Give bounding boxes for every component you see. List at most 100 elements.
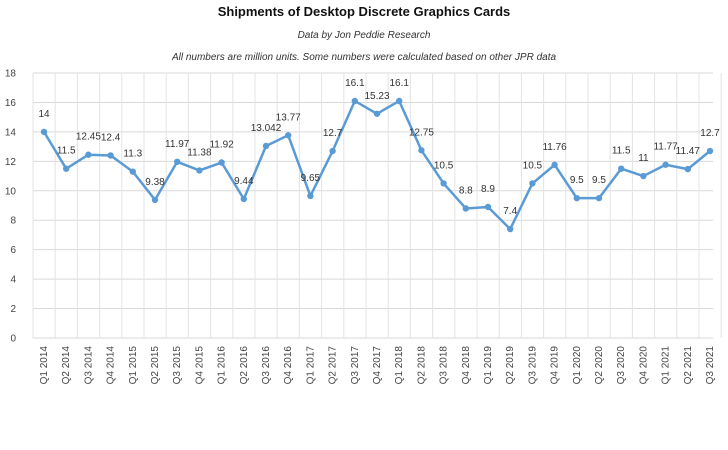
x-tick-label: Q3 2020 — [616, 346, 627, 385]
data-label: 12.4 — [101, 132, 121, 143]
data-point — [462, 205, 469, 212]
x-tick-label: Q1 2018 — [394, 346, 405, 385]
data-point — [440, 180, 447, 187]
data-label: 16.1 — [345, 78, 365, 89]
y-tick-label: 0 — [10, 334, 16, 345]
x-tick-label: Q2 2016 — [239, 346, 250, 385]
data-point — [351, 97, 358, 105]
x-tick-label: Q2 2019 — [505, 346, 516, 385]
data-label: 9.5 — [592, 175, 606, 186]
data-point — [196, 167, 203, 174]
x-tick-label: Q4 2014 — [106, 346, 117, 385]
x-tick-label: Q1 2020 — [572, 346, 583, 385]
chart-note: All numbers are million units. Some numb… — [171, 52, 557, 63]
data-point — [285, 132, 292, 139]
y-tick-label: 16 — [5, 98, 17, 109]
data-label: 16.1 — [389, 78, 409, 89]
data-point — [151, 196, 159, 204]
data-point — [85, 151, 92, 158]
data-point — [595, 194, 603, 202]
data-point — [329, 147, 336, 155]
x-tick-label: Q3 2018 — [439, 346, 450, 385]
x-tick-label: Q3 2016 — [261, 346, 272, 385]
y-tick-label: 18 — [5, 69, 17, 80]
data-point — [107, 152, 114, 159]
chart-subtitle: Data by Jon Peddie Research — [297, 30, 431, 41]
data-label: 11.3 — [123, 149, 142, 160]
data-label: 13.77 — [276, 112, 301, 123]
data-label: 11.97 — [165, 139, 190, 150]
x-tick-label: Q2 2015 — [150, 346, 161, 385]
data-point — [684, 165, 691, 173]
data-label: 12.7 — [700, 128, 720, 139]
data-label: 9.5 — [570, 175, 584, 186]
data-point — [618, 165, 625, 172]
data-label: 8.8 — [459, 185, 473, 196]
x-tick-label: Q4 2017 — [372, 346, 383, 385]
data-point — [40, 128, 48, 136]
data-label: 9.38 — [145, 177, 165, 188]
y-tick-label: 8 — [10, 216, 16, 227]
data-label: 10.5 — [434, 160, 454, 171]
data-label: 11 — [638, 153, 649, 164]
x-tick-label: Q4 2016 — [283, 346, 294, 385]
x-tick-label: Q4 2020 — [638, 346, 649, 385]
data-label: 13.042 — [251, 123, 282, 134]
y-tick-label: 12 — [5, 157, 17, 168]
data-label: 10.5 — [523, 160, 543, 171]
x-tick-label: Q2 2018 — [416, 346, 427, 385]
data-label: 12.7 — [323, 128, 343, 139]
x-tick-label: Q2 2014 — [61, 346, 72, 385]
x-tick-label: Q1 2015 — [128, 346, 139, 385]
data-point — [507, 225, 514, 233]
y-tick-label: 2 — [10, 304, 16, 315]
data-point — [573, 194, 580, 202]
x-tick-label: Q3 2017 — [350, 346, 361, 385]
data-label: 14 — [38, 109, 50, 120]
data-label: 12.45 — [76, 132, 101, 143]
data-point — [396, 97, 403, 105]
data-label: 11.5 — [57, 146, 76, 157]
data-point — [640, 172, 647, 180]
data-label: 9.44 — [234, 176, 254, 187]
x-tick-label: Q1 2021 — [661, 346, 672, 385]
x-tick-label: Q1 2017 — [305, 346, 316, 385]
data-label: 11.38 — [187, 147, 212, 158]
data-point — [484, 203, 492, 211]
data-point — [307, 192, 314, 200]
data-label: 9.65 — [301, 173, 321, 184]
data-label: 11.76 — [542, 142, 567, 153]
data-point — [418, 147, 425, 154]
data-point — [218, 159, 225, 166]
data-point — [551, 161, 558, 169]
data-point — [662, 161, 669, 168]
y-tick-label: 14 — [5, 127, 17, 138]
data-label: 8.9 — [481, 184, 495, 195]
data-point — [373, 110, 381, 117]
data-label: 11.5 — [612, 146, 631, 157]
y-tick-label: 10 — [5, 186, 17, 197]
data-point — [706, 147, 714, 155]
x-tick-label: Q4 2019 — [550, 346, 561, 385]
x-tick-label: Q1 2019 — [483, 346, 494, 385]
data-label: 15.23 — [364, 91, 389, 102]
x-tick-label: Q3 2015 — [172, 346, 183, 385]
x-tick-label: Q2 2021 — [683, 346, 694, 385]
x-tick-label: Q2 2020 — [594, 346, 605, 385]
x-tick-label: Q1 2016 — [217, 346, 228, 385]
data-point — [240, 195, 247, 203]
x-tick-label: Q4 2018 — [461, 346, 472, 385]
x-tick-label: Q2 2017 — [328, 346, 339, 385]
x-tick-label: Q4 2015 — [194, 346, 205, 385]
data-label: 11.92 — [209, 140, 234, 151]
y-tick-label: 4 — [10, 275, 16, 286]
y-tick-label: 6 — [10, 245, 16, 256]
data-label: 7.4 — [503, 206, 517, 217]
chart-title: Shipments of Desktop Discrete Graphics C… — [217, 4, 511, 19]
x-tick-label: Q3 2019 — [527, 346, 538, 385]
x-tick-label: Q3 2021 — [705, 346, 716, 385]
x-tick-label: Q1 2014 — [39, 346, 50, 385]
data-point — [529, 180, 536, 187]
